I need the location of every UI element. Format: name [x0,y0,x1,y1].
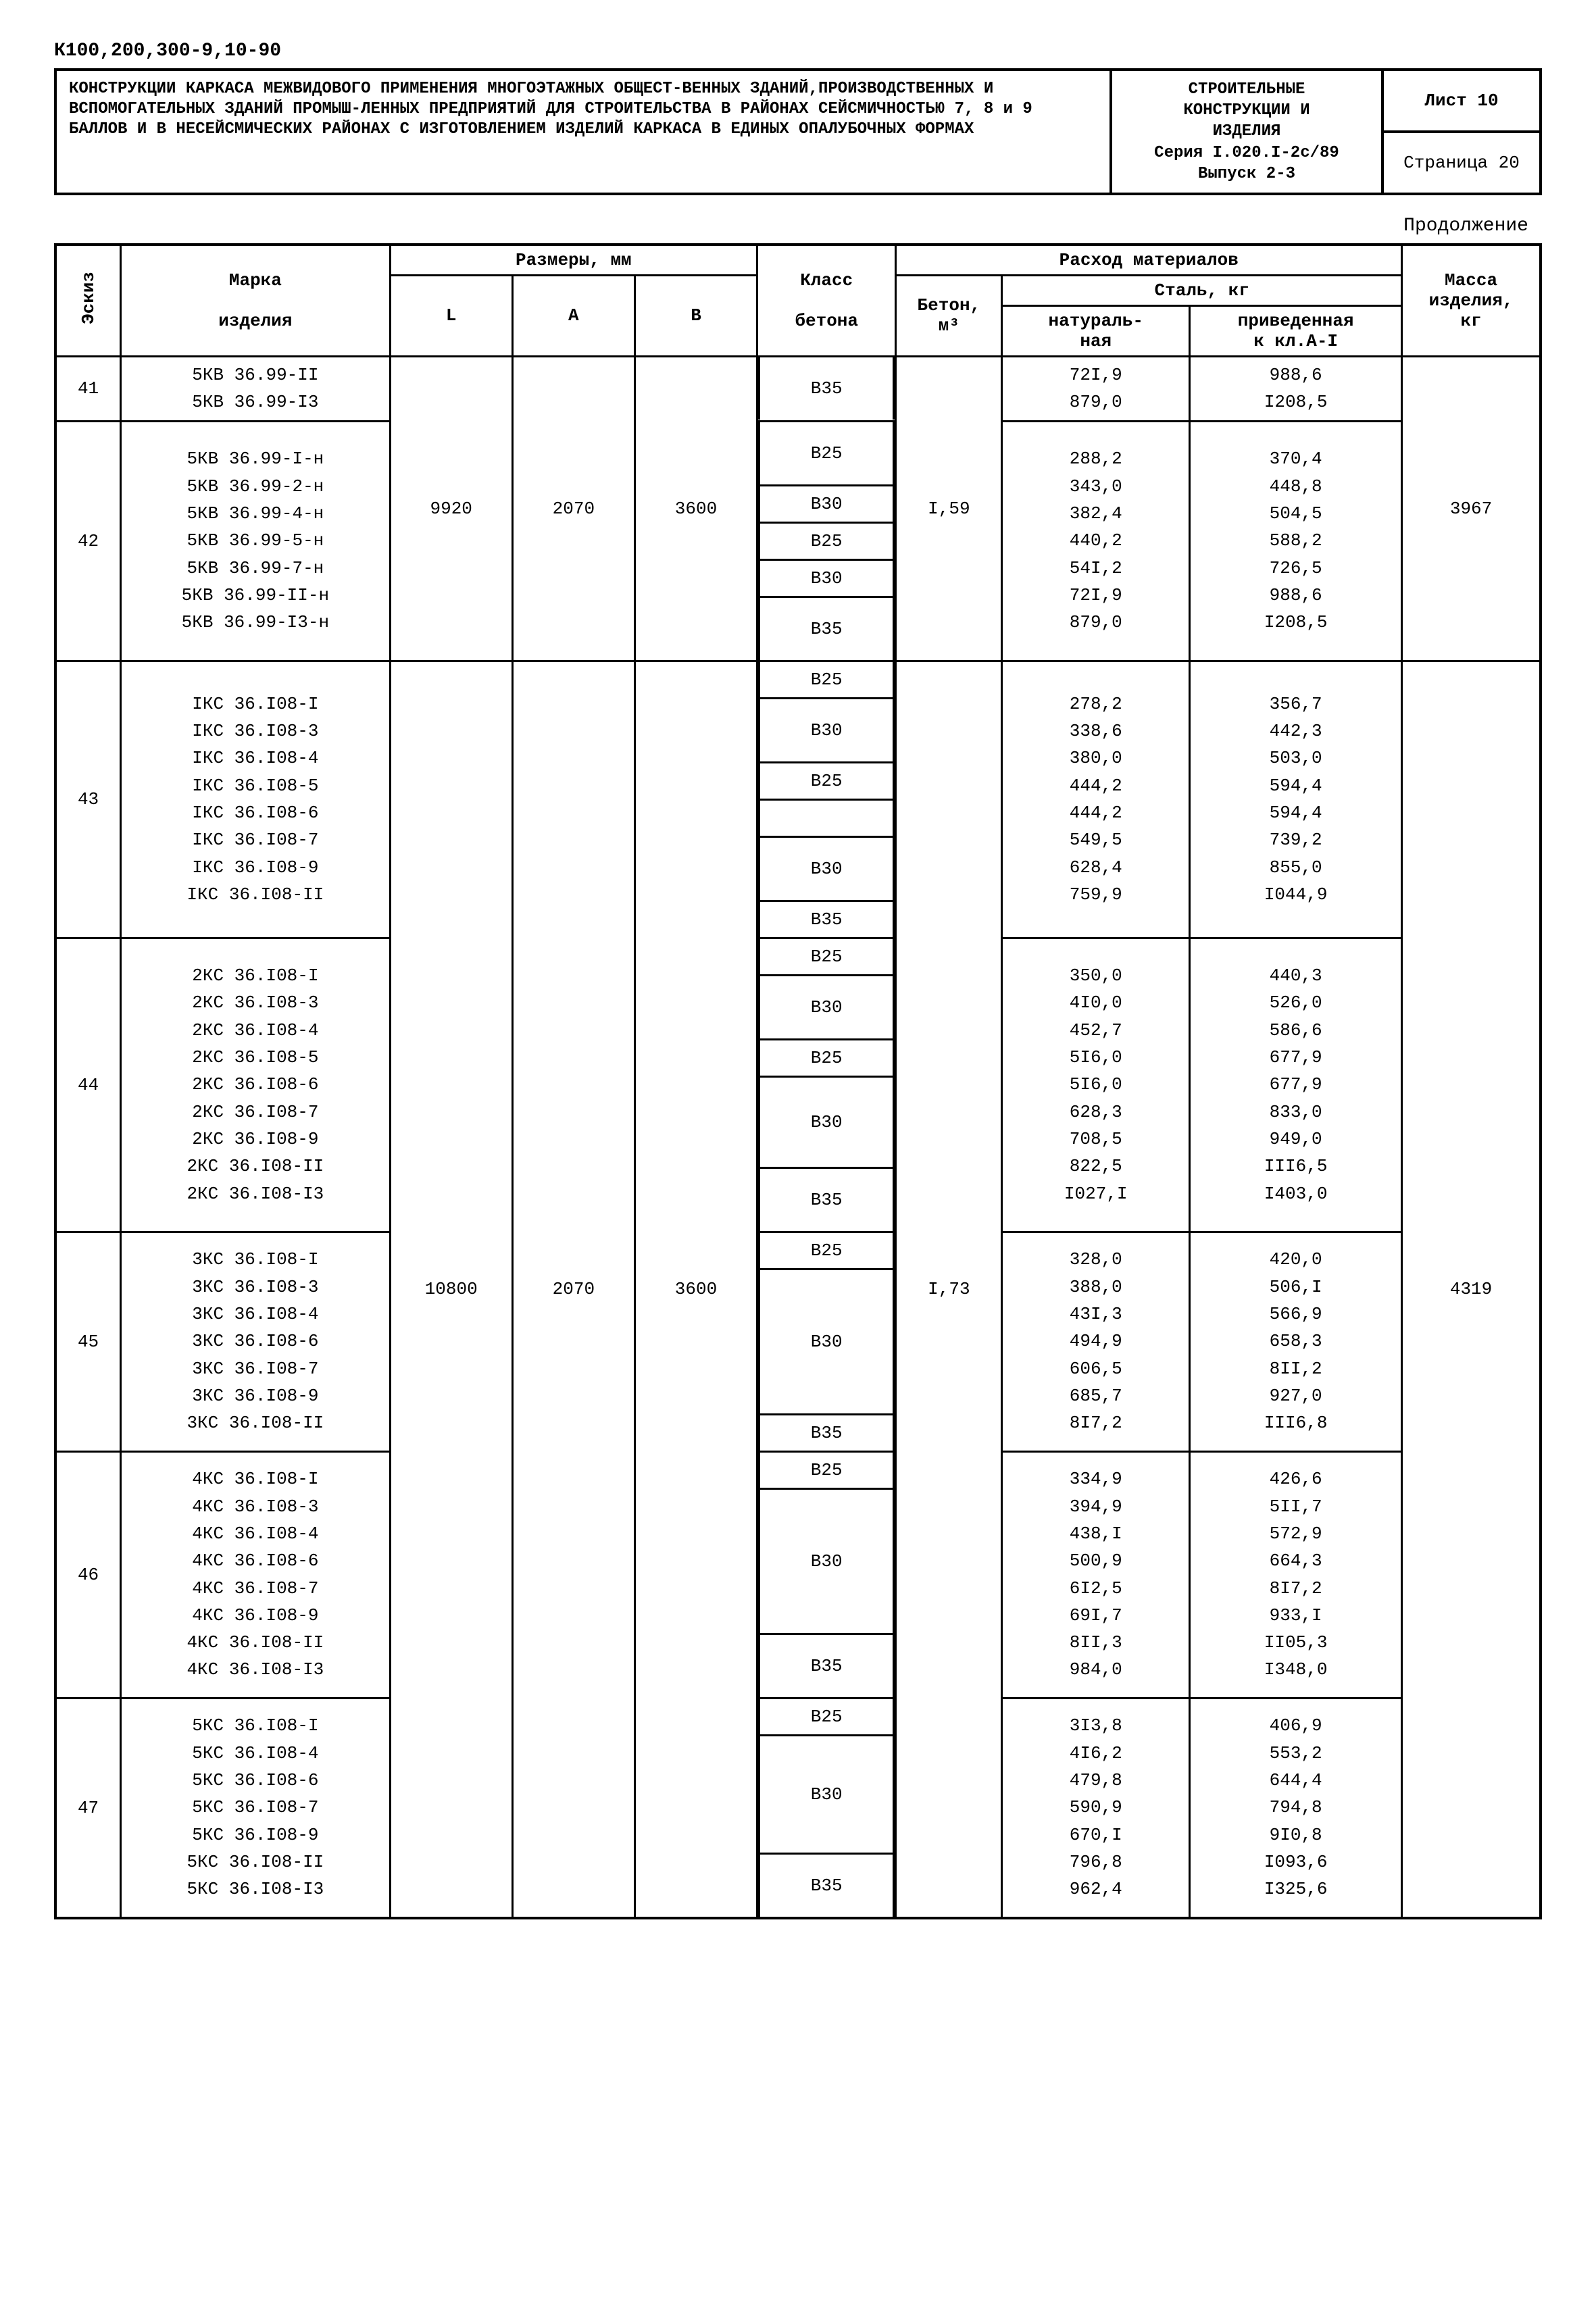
mid-l3: ИЗДЕЛИЯ [1122,121,1372,142]
steel-pri: 426,65II,7572,9664,38I7,2933,III05,3I348… [1190,1451,1402,1698]
hdr-betona: бетона [765,311,888,331]
klass: В25В30В35 [757,1698,896,1918]
hdr-klass: Класс [765,270,888,291]
marks: 5КС 36.I08-I5КС 36.I08-45КС 36.I08-65КС … [121,1698,391,1918]
steel-pri: 370,4448,8504,5588,2726,5988,6I208,5 [1190,421,1402,661]
doc-code: К100,200,300-9,10-90 [54,41,1542,61]
steel-nat: 350,04I0,0452,75I6,05I6,0628,3708,5822,5… [1002,938,1190,1232]
mass: 4319 [1402,661,1541,1918]
hdr-stal: Сталь, кг [1002,275,1402,305]
steel-pri: 356,7442,3503,0594,4594,4739,2855,0I044,… [1190,661,1402,938]
row-id: 43 [55,661,121,938]
hdr-kg: кг [1410,311,1532,331]
marks: 5КВ 36.99-I-н5КВ 36.99-2-н5КВ 36.99-4-н5… [121,421,391,661]
marks: 5КВ 36.99-II5КВ 36.99-I3 [121,356,391,421]
hdr-L: L [390,275,512,356]
marks: IКС 36.I08-IIКС 36.I08-3IКС 36.I08-4IКС … [121,661,391,938]
klass: В25В30В25В30В35 [757,421,896,661]
marks: 2КС 36.I08-I2КС 36.I08-32КС 36.I08-42КС … [121,938,391,1232]
hdr-rashod: Расход материалов [896,245,1402,276]
klass: В25В30В35 [757,1232,896,1451]
data-table: Эскиз Марка изделия Размеры, мм Класс бе… [54,243,1542,1919]
title-mid: СТРОИТЕЛЬНЫЕ КОНСТРУКЦИИ И ИЗДЕЛИЯ Серия… [1112,71,1384,193]
hdr-kkl: к кл.A-I [1197,331,1394,351]
row-id: 47 [55,1698,121,1918]
steel-nat: 3I3,84I6,2479,8590,9670,I796,8962,4 [1002,1698,1190,1918]
mid-l4: Серия I.020.I-2с/89 [1122,143,1372,164]
continuation-label: Продолжение [54,216,1528,236]
klass: В35 [757,356,896,421]
row-id: 44 [55,938,121,1232]
hdr-natur: натураль- [1009,311,1182,331]
steel-pri: 988,6I208,5 [1190,356,1402,421]
title-left: КОНСТРУКЦИИ КАРКАСА МЕЖВИДОВОГО ПРИМЕНЕН… [57,71,1112,193]
steel-pri: 420,0506,I566,9658,38II,2927,0III6,8 [1190,1232,1402,1451]
hdr-A: A [512,275,634,356]
hdr-naya: ная [1009,331,1182,351]
mid-l5: Выпуск 2-3 [1122,164,1372,184]
beton: I,73 [896,661,1002,1918]
hdr-massa2: изделия, [1410,291,1532,311]
row-id: 46 [55,1451,121,1698]
dim-L: 9920 [390,356,512,661]
hdr-massa: Масса [1410,270,1532,291]
dim-B: 3600 [634,661,757,1918]
hdr-B: B [634,275,757,356]
steel-nat: 288,2343,0382,4440,254I,272I,9879,0 [1002,421,1190,661]
dim-B: 3600 [634,356,757,661]
steel-nat: 328,0388,043I,3494,9606,5685,78I7,2 [1002,1232,1190,1451]
mass: 3967 [1402,356,1541,661]
mid-l1: СТРОИТЕЛЬНЫЕ [1122,79,1372,100]
steel-nat: 278,2338,6380,0444,2444,2549,5628,4759,9 [1002,661,1190,938]
mid-l2: КОНСТРУКЦИИ И [1122,100,1372,121]
steel-pri: 406,9553,2644,4794,89I0,8I093,6I325,6 [1190,1698,1402,1918]
sheet-label: Лист 10 [1384,71,1539,133]
klass: В25В30В35 [757,1451,896,1698]
hdr-razm: Размеры, мм [390,245,757,276]
dim-L: 10800 [390,661,512,1918]
hdr-eskiz: Эскиз [78,272,99,324]
hdr-priv: приведенная [1197,311,1394,331]
beton: I,59 [896,356,1002,661]
row-id: 45 [55,1232,121,1451]
title-block: КОНСТРУКЦИИ КАРКАСА МЕЖВИДОВОГО ПРИМЕНЕН… [54,68,1542,195]
steel-nat: 334,9394,9438,I500,96I2,569I,78II,3984,0 [1002,1451,1190,1698]
row-id: 41 [55,356,121,421]
marks: 4КС 36.I08-I4КС 36.I08-34КС 36.I08-44КС … [121,1451,391,1698]
hdr-marka: Марка [128,270,382,291]
dim-A: 2070 [512,661,634,1918]
hdr-izdel: изделия [128,311,382,331]
hdr-m3: м³ [903,316,994,336]
steel-pri: 440,3526,0586,6677,9677,9833,0949,0III6,… [1190,938,1402,1232]
page-label: Страница 20 [1384,133,1539,193]
klass: В25В30В25В30В35 [757,938,896,1232]
dim-A: 2070 [512,356,634,661]
row-id: 42 [55,421,121,661]
hdr-beton: Бетон, [903,295,994,316]
klass: В25В30В25В30В35 [757,661,896,938]
marks: 3КС 36.I08-I3КС 36.I08-33КС 36.I08-43КС … [121,1232,391,1451]
steel-nat: 72I,9879,0 [1002,356,1190,421]
